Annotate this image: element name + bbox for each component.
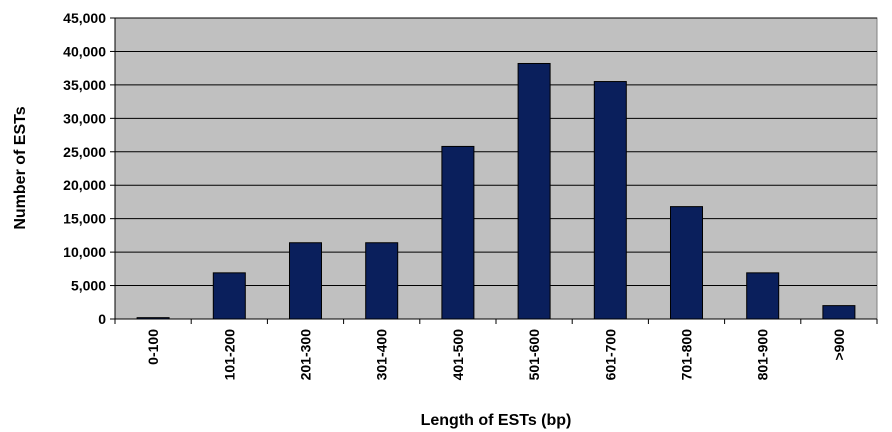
x-tick-labels: 0-100 101-200 201-300 301-400 401-500 501-600… — [145, 329, 847, 381]
x-tick-label: 701-800 — [679, 329, 695, 381]
bar — [288, 242, 323, 320]
y-tick-label: 45,000 — [63, 10, 106, 26]
y-tick-label: 5,000 — [71, 278, 106, 294]
x-tick-label: 301-400 — [374, 329, 390, 381]
plot-area — [114, 17, 878, 320]
y-tick-label: 30,000 — [63, 110, 106, 126]
bar — [365, 242, 399, 320]
y-tick-label: 0 — [98, 311, 106, 327]
bars — [136, 62, 856, 320]
x-tick-label: 601-700 — [602, 329, 618, 381]
axes — [110, 17, 878, 324]
bar — [212, 272, 246, 320]
x-tick-label: 401-500 — [450, 329, 466, 381]
bar — [593, 81, 627, 320]
bar — [822, 305, 856, 320]
bar — [669, 206, 704, 320]
x-tick-label: 501-600 — [526, 329, 542, 381]
x-tick-label: 0-100 — [145, 329, 161, 365]
x-axis-title: Length of ESTs (bp) — [421, 412, 572, 429]
y-tick-label: 35,000 — [63, 77, 106, 93]
y-tick-label: 10,000 — [63, 244, 106, 260]
y-tick-label: 40,000 — [63, 43, 106, 59]
bar — [746, 272, 780, 320]
x-tick-label: 201-300 — [298, 329, 314, 381]
x-tick-label: >900 — [831, 329, 847, 361]
bar — [517, 62, 551, 320]
y-tick-label: 20,000 — [63, 177, 106, 193]
y-tick-labels: 0 5,000 10,000 15,000 20,000 25,000 30,000 35,0… — [63, 10, 106, 327]
x-tick-label: 801-900 — [755, 329, 771, 381]
y-axis-title: Number of ESTs — [12, 106, 29, 229]
y-tick-label: 15,000 — [63, 211, 106, 227]
x-tick-label: 101-200 — [221, 329, 237, 381]
bar — [441, 145, 475, 320]
y-tick-label: 25,000 — [63, 144, 106, 160]
